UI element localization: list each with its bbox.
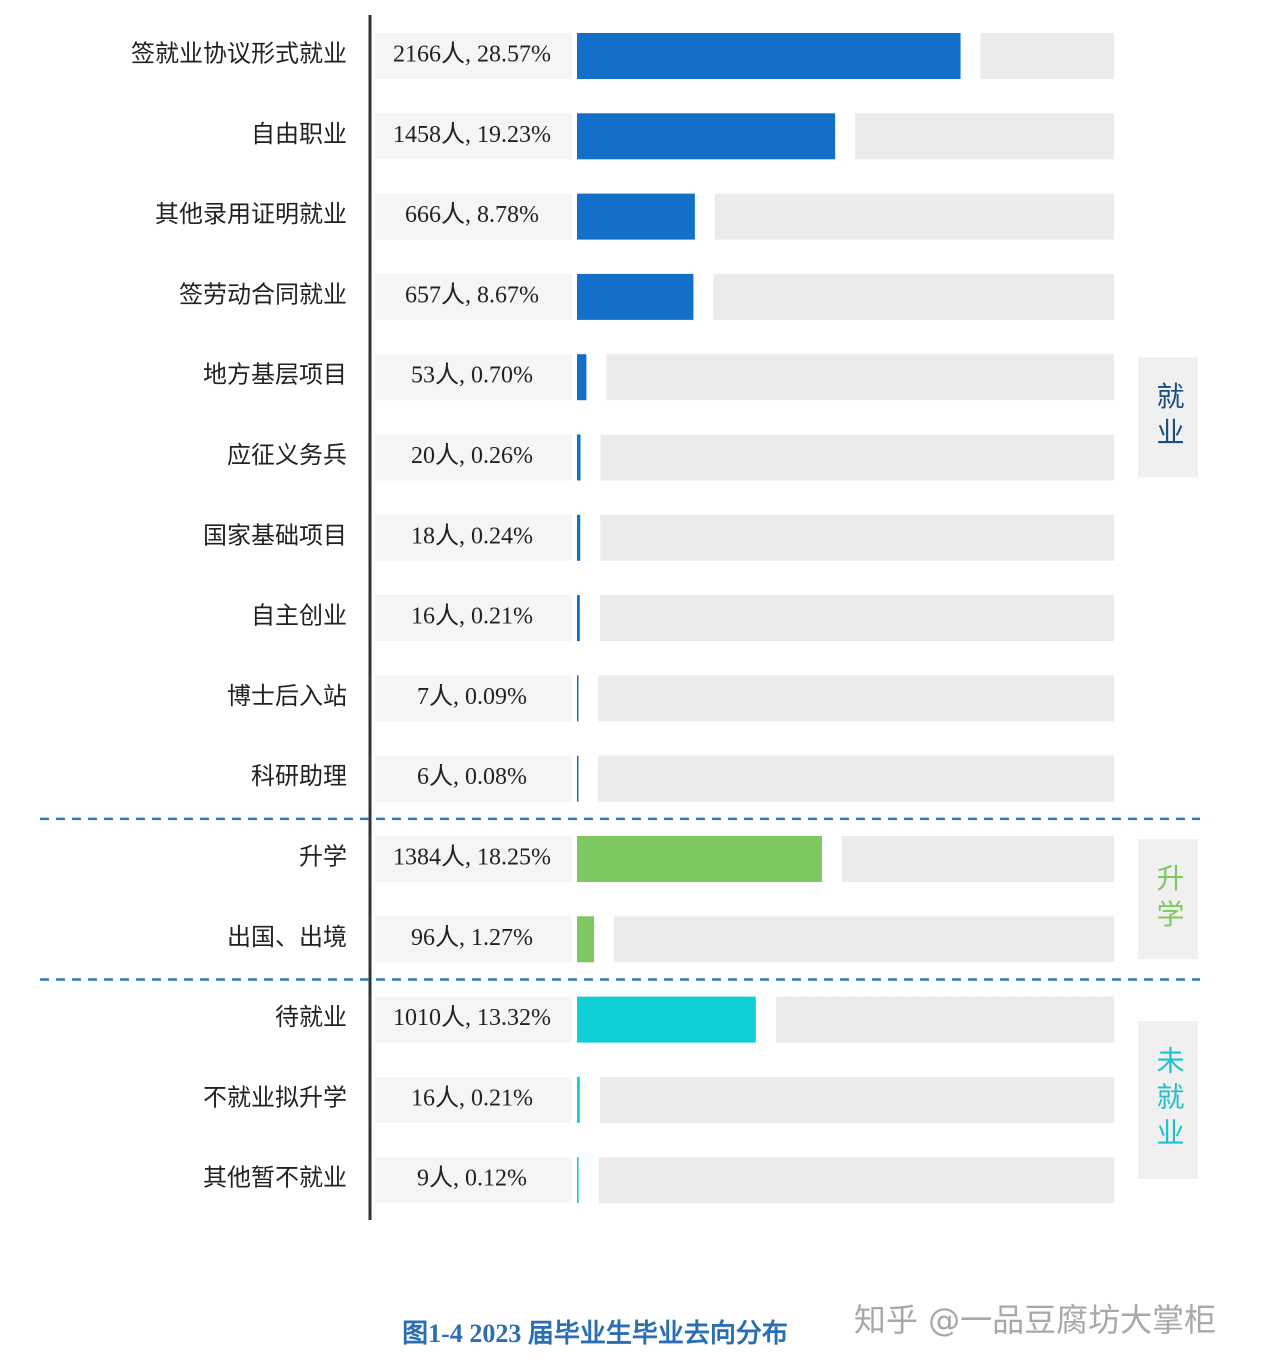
value-label: 6人, 0.08% [417,764,527,790]
value-label-box [375,836,572,882]
watermark: 知乎 @一品豆腐坊大掌柜 [854,1301,1216,1339]
value-label-box [375,675,572,722]
bar-track [599,595,1114,642]
bar-track [599,1076,1114,1123]
value-label: 1010人, 13.32% [393,1005,551,1031]
group-label: 就业 [1153,381,1184,453]
value-label-box [375,354,572,401]
category-label: 地方基层项目 [203,362,347,389]
bar-track [600,434,1114,481]
bar [577,1076,580,1123]
bar-track [713,273,1114,320]
category-label: 博士后入站 [227,683,347,710]
category-label: 出国、出境 [227,924,347,951]
category-label: 升学 [299,844,347,871]
group-box [1138,1020,1198,1179]
group-box [1138,839,1198,960]
bar-track [600,514,1114,561]
category-label: 其他录用证明就业 [155,201,347,228]
bar [577,354,587,401]
group-box [1138,357,1198,478]
value-label-box [375,273,572,320]
bar [577,836,823,882]
bar-track [606,354,1114,401]
value-label-box [375,193,572,240]
value-label: 18人, 0.24% [411,523,533,549]
value-label-box [375,1157,572,1204]
bar-track [598,755,1114,802]
category-label: 其他暂不就业 [203,1165,347,1192]
value-label: 657人, 8.67% [405,282,539,308]
value-label: 20人, 0.26% [411,443,533,469]
category-label: 自主创业 [251,603,347,630]
category-label: 签劳动合同就业 [179,281,347,308]
bar-track [980,33,1114,79]
bar-track [842,836,1114,882]
category-label: 自由职业 [251,121,347,148]
bar [577,113,836,160]
bar [577,595,580,642]
bar-track [855,113,1114,160]
bar [577,434,581,481]
value-label-box [375,33,572,79]
chart-title: 图1-4 2023 届毕业生毕业去向分布 [402,1318,788,1348]
value-label: 53人, 0.70% [411,363,533,389]
value-label: 7人, 0.09% [417,684,527,710]
value-label-box [375,595,572,642]
category-label: 不就业拟升学 [203,1084,347,1111]
bar [577,1157,579,1204]
bar-track [598,1157,1114,1204]
category-label: 待就业 [275,1004,347,1031]
bar [577,33,961,79]
bar-track [714,193,1114,240]
category-label: 国家基础项目 [203,522,347,549]
value-label: 2166人, 28.57% [393,42,551,68]
group-label: 升学 [1153,863,1184,935]
value-label-box [375,996,572,1043]
value-label: 16人, 0.21% [411,1085,533,1111]
bar [577,514,581,561]
bar [577,755,579,802]
value-label-box [375,1076,572,1123]
value-label-box [375,916,572,963]
value-label-box [375,514,572,561]
category-label: 应征义务兵 [227,442,347,469]
bar [577,996,756,1043]
bar-track [775,996,1114,1043]
value-label: 1384人, 18.25% [393,845,551,871]
bar [577,273,694,320]
category-label: 签就业协议形式就业 [131,41,347,68]
group-label: 未就业 [1153,1046,1185,1154]
value-label: 9人, 0.12% [417,1166,527,1192]
value-label: 96人, 1.27% [411,925,533,951]
value-label: 666人, 8.78% [405,202,539,228]
bar [577,916,595,963]
value-label: 16人, 0.21% [411,604,533,630]
value-label-box [375,434,572,481]
value-label: 1458人, 19.23% [393,122,551,148]
value-label-box [375,755,572,802]
bar-track [614,916,1114,963]
bar-track [598,675,1114,722]
category-label: 科研助理 [251,763,347,790]
bar [577,193,695,240]
value-label-box [375,113,572,160]
bar [577,675,579,722]
